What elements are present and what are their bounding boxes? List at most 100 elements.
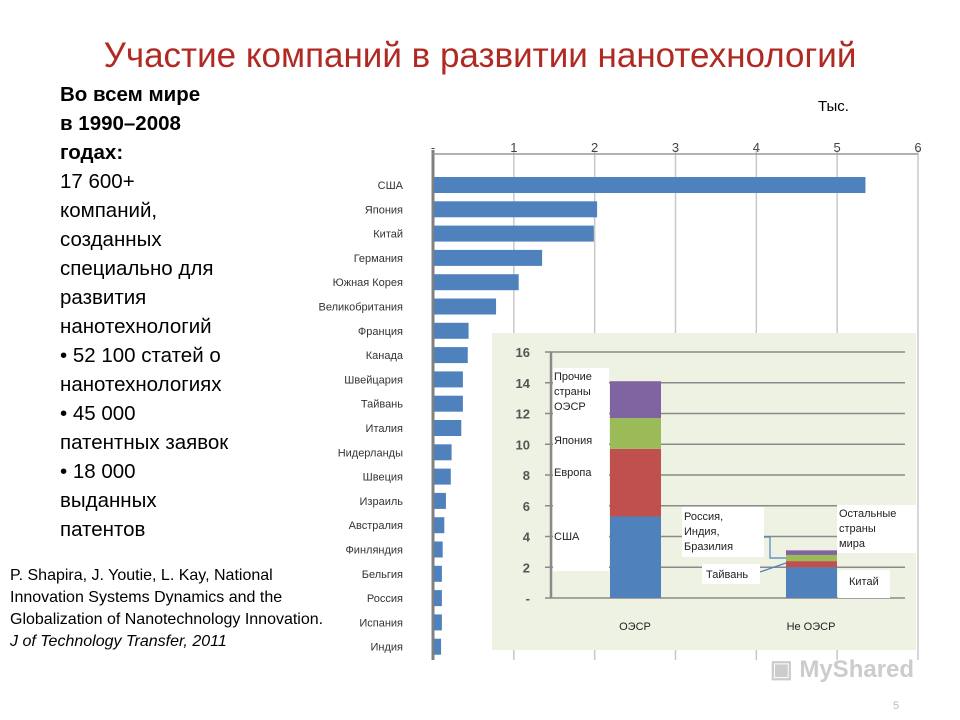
x-tick-label: 5 [834, 140, 841, 155]
x-tick-label: 2 [591, 140, 598, 155]
bar [434, 614, 442, 631]
bar [434, 541, 443, 558]
x-tick-label: - [431, 140, 435, 155]
segment-label: Китай [849, 576, 879, 588]
x-tick-label: 4 [753, 140, 760, 155]
category-label: Нидерланды [338, 447, 403, 459]
summary-line: созданных [60, 228, 162, 251]
label-box [682, 507, 764, 557]
segment-label: Остальные страны мира [839, 508, 896, 550]
summary-line: компаний, [60, 199, 158, 222]
y-tick-label: 12 [516, 407, 530, 422]
category-label: Швейцария [344, 374, 403, 386]
summary-line: • 18 000 [60, 460, 136, 483]
y-tick-label: - [526, 591, 530, 606]
summary-heading-line: Во всем мире [60, 83, 201, 106]
label-box [837, 505, 916, 553]
bar [434, 201, 598, 218]
category-label: Швеция [363, 472, 403, 484]
leader-line [759, 562, 787, 573]
y-tick-label: 8 [523, 468, 530, 483]
stack-segment [786, 550, 837, 555]
bar [434, 347, 468, 364]
summary-line: нанотехнологий [60, 315, 212, 338]
stack-segment [786, 561, 837, 568]
bar [434, 492, 446, 509]
stack-segment [610, 448, 661, 517]
summary-line: патентных заявок [60, 431, 229, 454]
stack-segment [786, 567, 837, 598]
bar [434, 420, 462, 436]
segment-label: Прочие страны ОЭСР [554, 371, 592, 413]
citation: P. Shapira, J. Youtie, L. Kay, National … [10, 565, 335, 653]
citation-authors: P. Shapira, J. Youtie, L. Kay, National … [10, 567, 324, 628]
bar [434, 590, 442, 607]
category-label: Франция [358, 326, 403, 338]
citation-journal: J of Technology Transfer, 2011 [10, 633, 227, 650]
summary-line: выданных [60, 489, 157, 512]
x-tick-label: 1 [510, 140, 517, 155]
bar [434, 177, 866, 193]
bar [434, 298, 497, 315]
category-label: Канада [366, 350, 404, 362]
y-tick-label: 2 [523, 560, 530, 575]
category-label: Израиль [360, 496, 404, 508]
label-box [702, 564, 760, 584]
category-label: Великобритания [319, 302, 404, 314]
bar [434, 225, 594, 242]
stack-segment [610, 516, 661, 598]
stack-segment [610, 381, 661, 419]
summary-line: специально для [60, 257, 214, 280]
page-number: 5 [893, 700, 900, 712]
segment-label: Европа [554, 467, 592, 479]
bar [434, 274, 519, 291]
category-label: Испания [359, 617, 403, 629]
summary-text: Во всем мире в 1990–2008 годах: 17 600+ комп… [60, 80, 270, 544]
category-label: Россия [367, 593, 403, 605]
y-tick-label: 16 [516, 345, 530, 360]
category-label: Индия [370, 642, 403, 654]
category-label: Южная Корея [333, 277, 403, 289]
summary-line: развития [60, 286, 147, 309]
bar [434, 444, 452, 461]
category-label: Германия [354, 253, 403, 265]
summary-line: • 45 000 [60, 402, 136, 425]
bar [434, 371, 463, 388]
category-label: Япония [365, 204, 403, 216]
leader-line [764, 536, 786, 559]
category-label: Бельгия [362, 569, 403, 581]
bar [434, 395, 463, 412]
label-box [838, 570, 890, 598]
y-tick-label: 14 [516, 376, 531, 391]
segment-label: Япония [554, 435, 592, 447]
bar [434, 638, 442, 655]
x-tick-label: 3 [672, 140, 679, 155]
category-label: ОЭСР [619, 621, 651, 633]
category-label: Китай [373, 229, 403, 241]
y-tick-label: 10 [516, 437, 530, 452]
summary-line: • 52 100 статей о [60, 344, 221, 367]
summary-heading-line: годах: [60, 141, 124, 164]
watermark-logo: ▣ MyShared [770, 656, 915, 683]
segment-label: Тайвань [706, 569, 748, 581]
bar [434, 249, 543, 266]
bar [434, 565, 442, 582]
category-label: США [378, 180, 404, 192]
stack-segment [786, 554, 837, 562]
category-label: Не ОЭСР [787, 621, 836, 633]
stack-segment [610, 418, 661, 449]
summary-heading-line: в 1990–2008 [60, 112, 181, 135]
y-tick-label: 4 [523, 530, 531, 545]
segment-label: Россия, Индия, Бразилия [684, 511, 733, 553]
segment-label: США [554, 531, 580, 543]
summary-line: нанотехнологиях [60, 373, 222, 396]
category-label: Финляндия [345, 545, 403, 557]
category-label: Италия [366, 423, 404, 435]
category-label: Австралия [349, 520, 403, 532]
summary-line: 17 600+ [60, 170, 135, 193]
label-box [553, 368, 609, 571]
bar [434, 322, 469, 339]
y-tick-label: 6 [523, 499, 530, 514]
